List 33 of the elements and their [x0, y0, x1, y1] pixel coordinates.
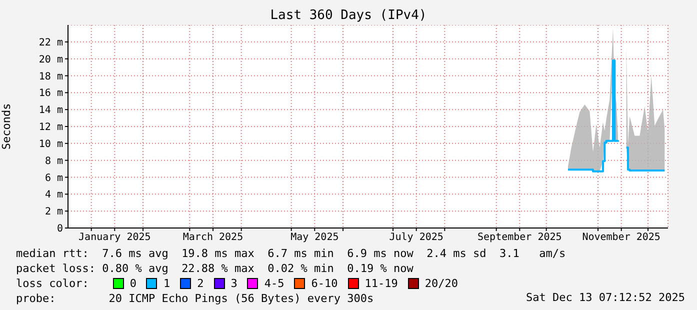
y-tick-label: 0: [56, 224, 63, 235]
y-tick-label: 10 m: [38, 138, 63, 150]
y-tick-label: 12 m: [38, 122, 63, 134]
text: median rtt: 7.6 ms avg 19.8 ms max 6.7 ms min 6.9 ms now 2.4 ms sd 3.1 am/s: [16, 246, 566, 261]
x-tick-label: March 2025: [182, 232, 244, 244]
text: 6-10: [311, 276, 338, 291]
text: Sat Dec 13 07:12:52 2025: [526, 291, 685, 304]
x-tick-label: September 2025: [478, 232, 562, 244]
text: packet loss: 0.80 % avg 22.88 % max 0.02 % min 0.19 % now: [16, 261, 414, 276]
text: probe: 20 ICMP Echo Pings (56 Bytes) every 300s: [16, 292, 374, 305]
y-tick-label: 8 m: [44, 156, 63, 167]
y-tick-label: 6 m: [44, 172, 63, 184]
x-tick-label: January 2025: [78, 232, 151, 244]
y-tick-label: 22 m: [38, 37, 63, 48]
text: 11-19: [364, 276, 398, 291]
y-tick-label: 20 m: [38, 54, 63, 66]
chart-title: Last 360 Days (IPv4): [269, 8, 428, 23]
text: 4-5: [264, 276, 284, 291]
y-tick-label: 4 m: [44, 190, 63, 201]
text: 3: [230, 276, 238, 291]
y-tick-label: 16 m: [38, 88, 63, 100]
text: 2: [197, 276, 204, 291]
y-tick-label: 2 m: [44, 206, 63, 218]
x-tick-label: November 2025: [582, 232, 660, 244]
y-axis-title: Seconds: [0, 103, 13, 150]
x-tick-label: July 2025: [389, 232, 444, 244]
text: loss color:: [16, 276, 89, 291]
text: 20/20: [424, 276, 458, 291]
text: 1: [163, 276, 170, 291]
y-tick-label: 14 m: [38, 105, 63, 116]
text: 0: [130, 276, 136, 291]
y-tick-label: 18 m: [38, 71, 63, 82]
x-tick-label: May 2025: [290, 232, 339, 244]
